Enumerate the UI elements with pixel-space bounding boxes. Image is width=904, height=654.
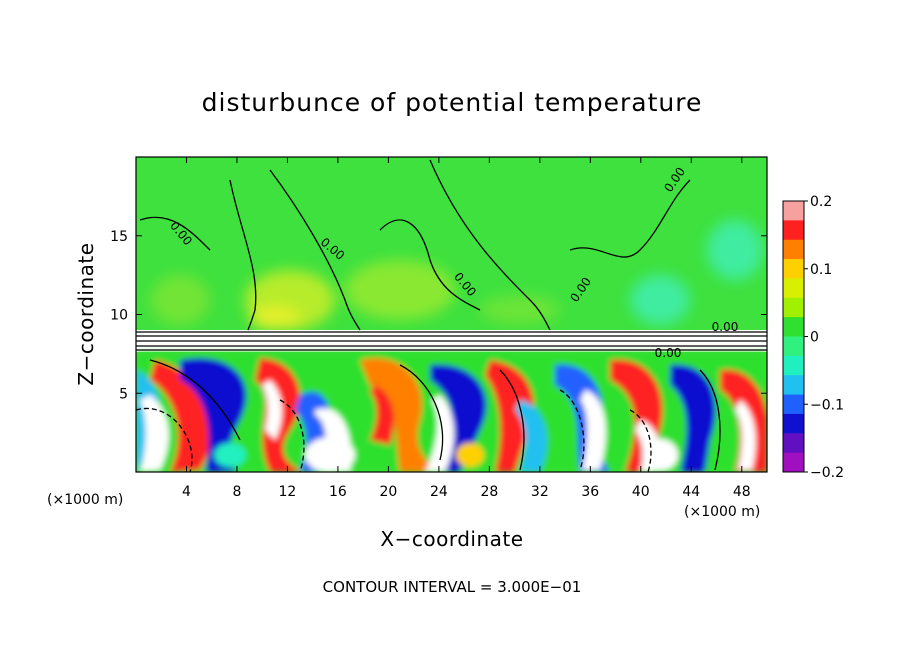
contour-label: 0.00 (712, 320, 739, 334)
colorbar-tick-label: 0.2 (810, 194, 832, 210)
y-tick-label: 15 (110, 229, 128, 245)
x-tick-label: 28 (480, 484, 498, 500)
colorbar-tick-label: 0.1 (810, 262, 832, 278)
contour-label: 0.00 (655, 346, 682, 360)
colorbar-tick-label: 0 (810, 330, 819, 346)
x-axis: 4 8 12 16 20 24 28 32 36 40 44 48 (182, 157, 751, 500)
colorbar-swatch (783, 297, 804, 318)
x-tick-label: 32 (531, 484, 549, 500)
y-tick-label: 10 (110, 308, 128, 324)
colorbar-swatch (783, 220, 804, 241)
x-unit-label: (×1000 m) (47, 492, 123, 508)
x-tick-label: 16 (329, 484, 347, 500)
colorbar-swatch (783, 317, 804, 337)
chart-title: disturbunce of potential temperature (202, 88, 703, 117)
x-tick-label: 48 (733, 484, 751, 500)
colorbar-swatch (783, 278, 804, 299)
colorbar: 0.2 0.1 0 −0.1 −0.2 (782, 194, 844, 481)
y-axis: 5 10 15 (110, 229, 767, 402)
x-tick-label: 44 (682, 484, 700, 500)
contour-interval-note: CONTOUR INTERVAL = 3.000E−01 (323, 578, 582, 596)
plot-field (136, 157, 767, 472)
colorbar-swatch (783, 239, 804, 260)
y-axis-label: Z−coordinate (74, 242, 98, 385)
x-tick-label: 24 (430, 484, 448, 500)
colorbar-swatch (783, 375, 804, 396)
y-tick-label: 5 (119, 386, 128, 402)
x-unit-label-right: (×1000 m) (684, 504, 760, 520)
x-tick-label: 20 (379, 484, 397, 500)
contour-lines (136, 159, 767, 472)
colorbar-swatch (783, 433, 804, 454)
x-tick-label: 12 (279, 484, 297, 500)
colorbar-swatch (783, 413, 804, 434)
lower-layer-field (136, 352, 767, 472)
colorbar-swatch (783, 201, 804, 221)
colorbar-tick-label: −0.2 (810, 465, 844, 481)
colorbar-swatch (783, 259, 804, 279)
x-tick-label: 36 (581, 484, 599, 500)
colorbar-swatch (783, 355, 804, 376)
colorbar-swatch (783, 452, 804, 473)
colorbar-swatch (783, 336, 804, 357)
x-tick-label: 8 (232, 484, 241, 500)
x-axis-label: X−coordinate (380, 527, 523, 551)
x-tick-label: 40 (632, 484, 650, 500)
colorbar-tick-label: −0.1 (810, 397, 844, 413)
x-tick-label: 4 (182, 484, 191, 500)
upper-layer-field (150, 220, 763, 330)
colorbar-swatch (783, 394, 804, 415)
